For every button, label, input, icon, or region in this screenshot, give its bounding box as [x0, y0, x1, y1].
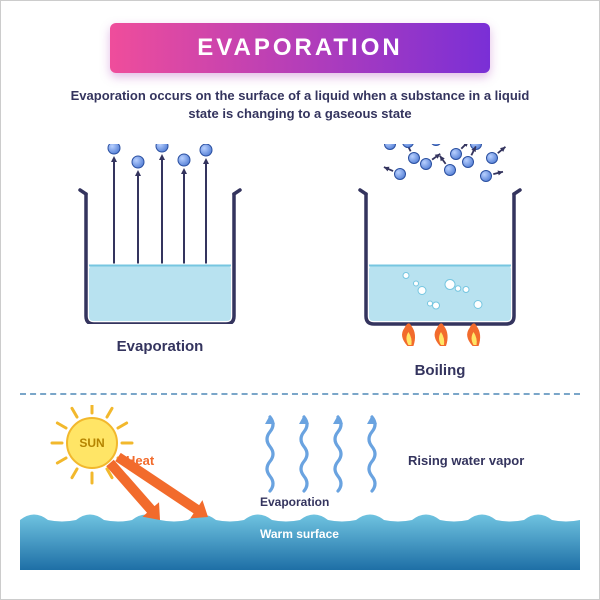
warm-surface-label: Warm surface: [260, 527, 339, 541]
title-text: EVAPORATION: [197, 34, 402, 62]
vapor-label: Rising water vapor: [408, 453, 524, 468]
beaker-evaporation-label: Evaporation: [117, 338, 204, 355]
sun-icon: SUN: [66, 417, 118, 469]
subtitle-text: Evaporation occurs on the surface of a l…: [70, 87, 530, 122]
lower-diagram: SUN Heat Evaporation Rising water vapor …: [20, 405, 580, 570]
beaker-boiling-label: Boiling: [415, 362, 466, 379]
beakers-row: Evaporation Boiling: [20, 144, 580, 379]
section-divider: [20, 393, 580, 395]
heat-label: Heat: [126, 453, 154, 468]
beaker-evaporation: Evaporation: [76, 144, 244, 379]
beaker-left-svg: [76, 144, 244, 324]
title-banner: EVAPORATION: [110, 23, 490, 73]
beaker-right-svg: [356, 144, 524, 348]
evaporation-label: Evaporation: [260, 495, 329, 509]
beaker-boiling: Boiling: [356, 144, 524, 379]
sun-label: SUN: [79, 436, 104, 450]
evaporation-infographic: EVAPORATION Evaporation occurs on the su…: [0, 0, 600, 600]
